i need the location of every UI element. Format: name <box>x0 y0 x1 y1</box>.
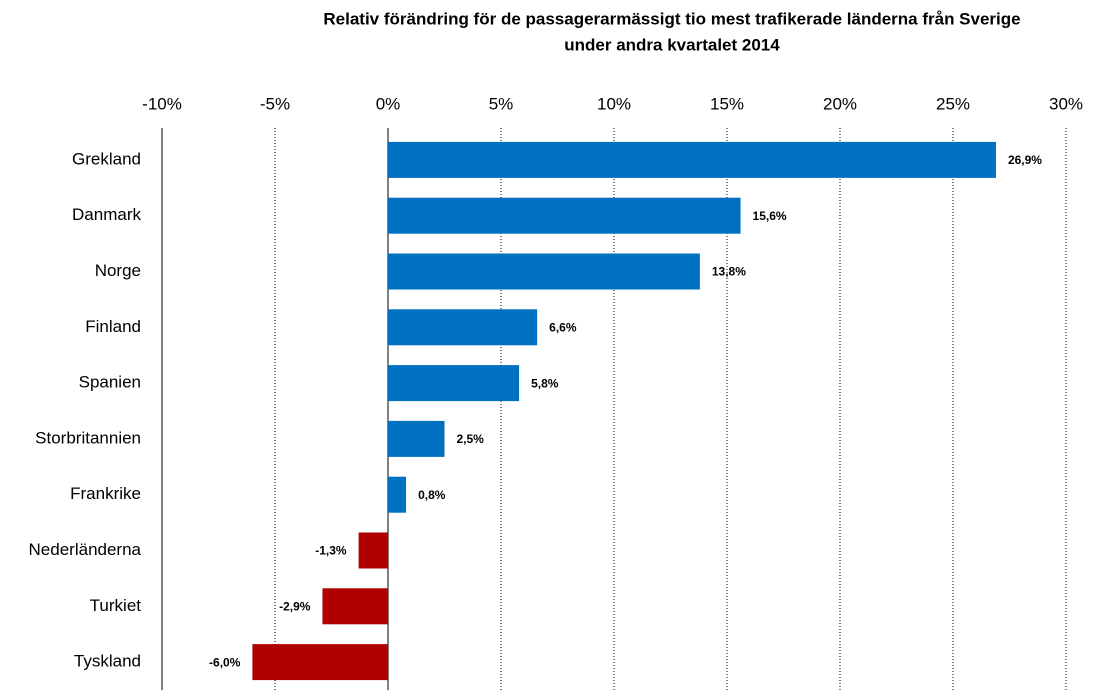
y-tick-label: Finland <box>85 317 141 336</box>
bar <box>388 141 996 178</box>
bar <box>388 476 407 513</box>
y-tick-label: Nederländerna <box>29 540 142 559</box>
bar <box>388 197 741 234</box>
data-label: 15,6% <box>753 209 787 223</box>
y-tick-label: Turkiet <box>90 596 142 615</box>
data-label: -6,0% <box>209 655 241 669</box>
x-tick-label: 25% <box>936 94 970 113</box>
bar <box>358 532 388 569</box>
x-tick-label: -5% <box>260 94 290 113</box>
bar <box>388 365 520 402</box>
y-tick-label: Frankrike <box>70 484 141 503</box>
data-label: -1,3% <box>315 544 347 558</box>
bar <box>322 588 388 625</box>
chart-title: Relativ förändring för de passagerarmäss… <box>323 9 1020 28</box>
bar <box>388 420 445 457</box>
data-label: 13,8% <box>712 265 746 279</box>
data-label: 0,8% <box>418 488 446 502</box>
y-tick-label: Norge <box>95 261 141 280</box>
bar <box>252 644 388 681</box>
data-label: 2,5% <box>457 432 485 446</box>
chart-title: under andra kvartalet 2014 <box>564 35 780 54</box>
data-label: 26,9% <box>1008 153 1042 167</box>
x-tick-label: 5% <box>489 94 514 113</box>
y-tick-label: Tyskland <box>74 652 141 671</box>
x-tick-label: 20% <box>823 94 857 113</box>
y-tick-label: Danmark <box>72 205 141 224</box>
data-label: 6,6% <box>549 320 577 334</box>
data-label: -2,9% <box>279 599 311 613</box>
data-label: 5,8% <box>531 376 559 390</box>
x-tick-label: 30% <box>1049 94 1083 113</box>
bar <box>388 253 700 290</box>
bar <box>388 309 538 346</box>
y-tick-label: Spanien <box>79 373 141 392</box>
y-tick-label: Storbritannien <box>35 428 141 447</box>
x-tick-label: 10% <box>597 94 631 113</box>
x-tick-label: -10% <box>142 94 182 113</box>
x-tick-label: 0% <box>376 94 401 113</box>
x-tick-label: 15% <box>710 94 744 113</box>
y-tick-label: Grekland <box>72 149 141 168</box>
